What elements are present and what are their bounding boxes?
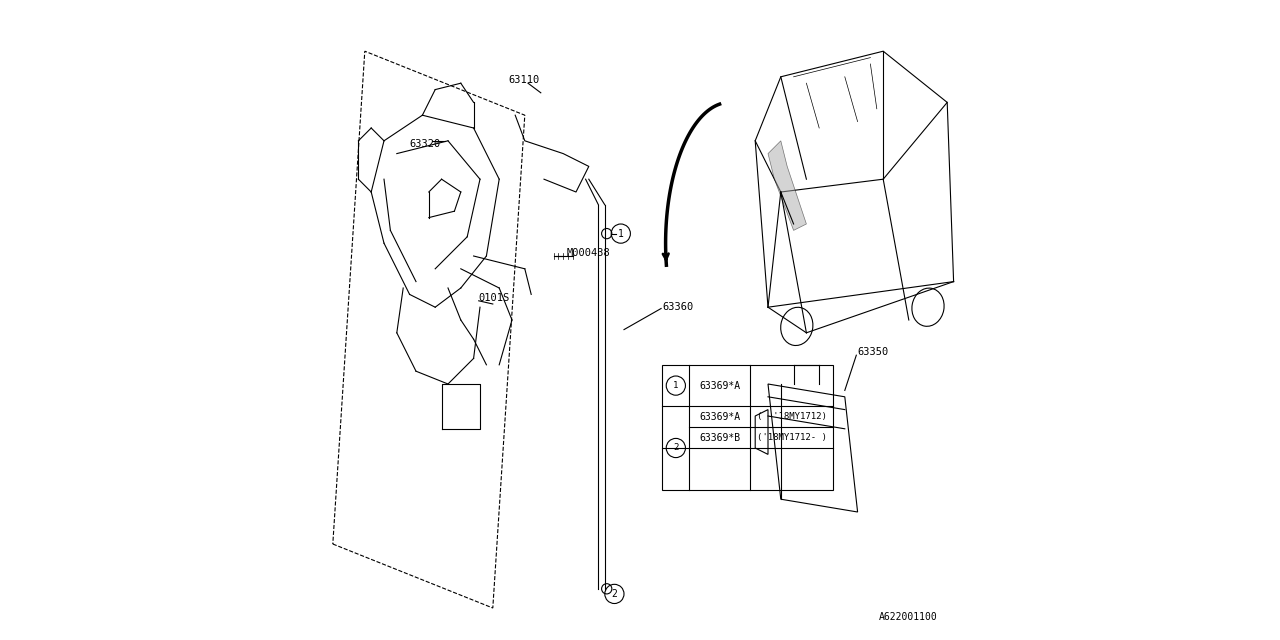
Text: A622001100: A622001100 <box>879 612 937 622</box>
Text: 1: 1 <box>673 381 678 390</box>
Text: 63350: 63350 <box>858 347 888 357</box>
Text: 2: 2 <box>612 589 617 599</box>
Bar <box>663 365 833 490</box>
Text: ('18MY1712- ): ('18MY1712- ) <box>756 433 827 442</box>
Text: 63369*B: 63369*B <box>699 433 740 443</box>
Text: 63360: 63360 <box>663 302 694 312</box>
Text: 63110: 63110 <box>508 75 540 85</box>
Text: M000438: M000438 <box>566 248 611 258</box>
Polygon shape <box>768 141 806 230</box>
Text: 1: 1 <box>618 228 623 239</box>
Text: 63369*A: 63369*A <box>699 412 740 422</box>
Text: 63320: 63320 <box>410 139 440 149</box>
Text: 2: 2 <box>673 444 678 452</box>
Text: ( -'18MY1712): ( -'18MY1712) <box>756 412 827 421</box>
Text: 0101S: 0101S <box>479 292 509 303</box>
Text: 63369*A: 63369*A <box>699 381 740 390</box>
